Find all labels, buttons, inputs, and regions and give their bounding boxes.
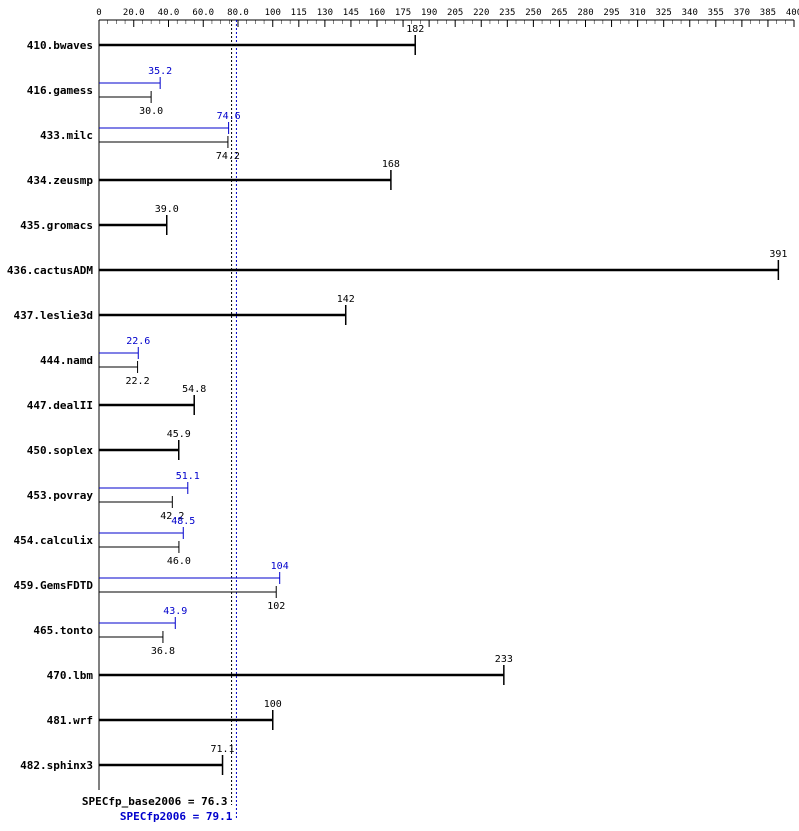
axis-tick-label: 130	[317, 8, 333, 18]
base-value: 22.2	[126, 376, 150, 387]
axis-tick-label: 340	[682, 8, 698, 18]
base-value: 142	[337, 294, 355, 305]
base-value: 233	[495, 654, 513, 665]
benchmark-label: 453.povray	[27, 489, 94, 502]
peak-value: 74.6	[217, 111, 241, 122]
benchmark-label: 437.leslie3d	[14, 309, 93, 322]
base-value: 36.8	[151, 646, 175, 657]
axis-tick-label: 355	[708, 8, 724, 18]
benchmark-label: 481.wrf	[47, 714, 93, 727]
base-value: 102	[267, 601, 285, 612]
axis-tick-label: 265	[551, 8, 567, 18]
axis-tick-label: 385	[760, 8, 776, 18]
axis-tick-label: 250	[525, 8, 541, 18]
base-value: 46.0	[167, 556, 191, 567]
axis-tick-label: 40.0	[158, 8, 180, 18]
benchmark-label: 436.cactusADM	[7, 264, 93, 277]
benchmark-label: 447.dealII	[27, 399, 93, 412]
benchmark-label: 416.gamess	[27, 84, 93, 97]
axis-tick-label: 370	[734, 8, 750, 18]
benchmark-label: 433.milc	[40, 129, 93, 142]
base-value: 45.9	[167, 429, 191, 440]
base-value: 74.2	[216, 151, 240, 162]
benchmark-label: 444.namd	[40, 354, 93, 367]
axis-tick-label: 400	[786, 8, 799, 18]
axis-tick-label: 60.0	[192, 8, 214, 18]
axis-tick-label: 295	[603, 8, 619, 18]
benchmark-label: 454.calculix	[14, 534, 94, 547]
peak-value: 35.2	[148, 66, 172, 77]
base-value: 182	[406, 24, 424, 35]
base-value: 391	[769, 249, 787, 260]
base-value: 30.0	[139, 106, 163, 117]
axis-tick-label: 115	[291, 8, 307, 18]
axis-tick-label: 280	[577, 8, 593, 18]
base-value: 39.0	[155, 204, 179, 215]
benchmark-label: 450.soplex	[27, 444, 94, 457]
ref-base-label: SPECfp_base2006 = 76.3	[82, 795, 228, 808]
benchmark-label: 482.sphinx3	[20, 759, 93, 772]
benchmark-label: 465.tonto	[33, 624, 93, 637]
ref-peak-label: SPECfp2006 = 79.1	[120, 810, 233, 823]
base-value: 71.1	[210, 744, 234, 755]
axis-tick-label: 310	[629, 8, 645, 18]
axis-tick-label: 205	[447, 8, 463, 18]
axis-tick-label: 0	[96, 8, 101, 18]
axis-tick-label: 235	[499, 8, 515, 18]
axis-tick-label: 100	[265, 8, 281, 18]
base-value: 100	[264, 699, 282, 710]
axis-tick-label: 20.0	[123, 8, 145, 18]
axis-tick-label: 325	[656, 8, 672, 18]
benchmark-label: 410.bwaves	[27, 39, 93, 52]
axis-tick-label: 80.0	[227, 8, 249, 18]
base-value: 168	[382, 159, 400, 170]
benchmark-label: 435.gromacs	[20, 219, 93, 232]
axis-tick-label: 220	[473, 8, 489, 18]
axis-tick-label: 190	[421, 8, 437, 18]
axis-tick-label: 145	[343, 8, 359, 18]
base-value: 54.8	[182, 384, 206, 395]
peak-value: 22.6	[126, 336, 150, 347]
axis-tick-label: 160	[369, 8, 385, 18]
peak-value: 48.5	[171, 516, 195, 527]
spec-benchmark-chart: 0 20.0 40.0 60.0 80.0 100 115 130 145 160 175 190 20…	[0, 0, 799, 831]
peak-value: 51.1	[176, 471, 200, 482]
peak-value: 43.9	[163, 606, 187, 617]
peak-value: 104	[271, 561, 289, 572]
benchmark-label: 470.lbm	[47, 669, 94, 682]
benchmark-label: 434.zeusmp	[27, 174, 94, 187]
axis-tick-label: 175	[395, 8, 411, 18]
benchmark-label: 459.GemsFDTD	[14, 579, 94, 592]
